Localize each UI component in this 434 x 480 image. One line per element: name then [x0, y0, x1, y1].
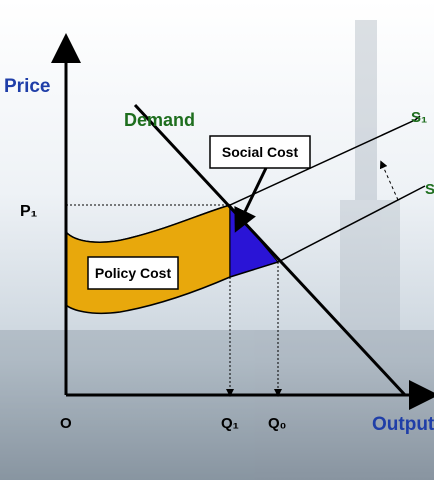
s1-label: S₁: [411, 109, 427, 126]
shift-arrow: [379, 160, 399, 201]
policy-cost-label: Policy Cost: [95, 265, 172, 281]
social-cost-box: [209, 135, 311, 169]
x-axis-label: Output: [372, 414, 434, 435]
policy-cost-box: [87, 256, 179, 290]
s0-label: S: [425, 181, 434, 198]
social-cost-label: Social Cost: [222, 144, 299, 160]
q0-label: Q₀: [268, 415, 286, 432]
factory-silhouette: [0, 20, 434, 480]
y-axis-label: Price: [4, 76, 50, 97]
p1-label: P₁: [20, 203, 38, 220]
origin-label: O: [60, 415, 72, 432]
q1-label: Q₁: [221, 415, 239, 432]
demand-label: Demand: [124, 110, 195, 130]
demand-curve: [133, 103, 407, 397]
social-cost-pointer: [234, 167, 268, 233]
